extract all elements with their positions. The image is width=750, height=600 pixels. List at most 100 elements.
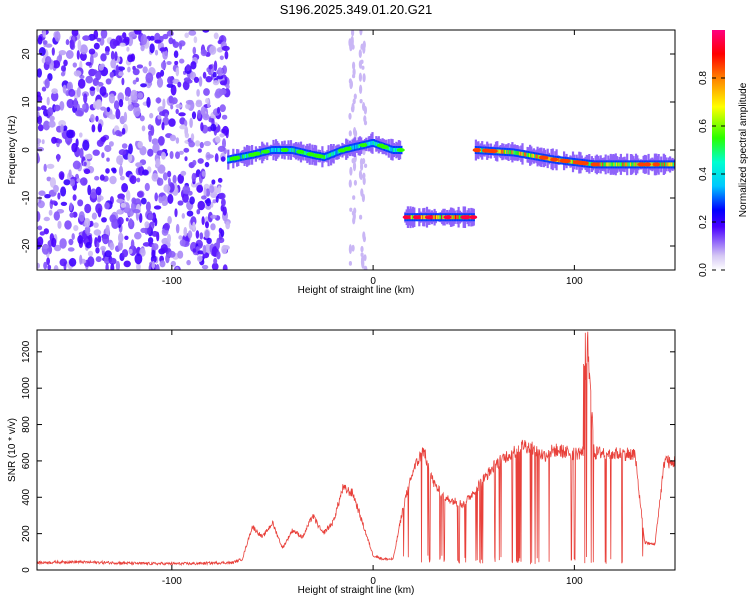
noise-speckle: [150, 125, 155, 136]
noise-speckle: [139, 146, 147, 156]
ridge-peak: [562, 159, 571, 164]
noise-speckle: [97, 235, 102, 243]
ridge-core: [662, 162, 665, 167]
noise-speckle: [171, 97, 178, 105]
noise-speckle: [203, 187, 207, 198]
noise-speckle: [154, 192, 158, 202]
noise-speckle: [115, 35, 123, 46]
noise-speckle: [87, 184, 92, 196]
noise-speckle: [201, 170, 206, 177]
y-tick-label: -20: [21, 238, 32, 253]
ridge-core: [634, 162, 638, 167]
ridge-core: [327, 153, 330, 158]
noise-speckle: [104, 46, 110, 53]
ridge-core: [410, 215, 413, 220]
noise-speckle: [44, 194, 51, 199]
noise-speckle: [56, 153, 60, 162]
noise-speckle: [69, 178, 76, 187]
ridge-core: [330, 152, 333, 157]
noise-speckle: [106, 106, 111, 113]
noise-speckle: [154, 49, 159, 56]
noise-speckle: [44, 78, 50, 89]
colorbar: 0.0 0.2 0.4 0.6 0.8 Normalized spectral ampl…: [698, 30, 749, 277]
noise-speckle: [156, 177, 164, 186]
noise-speckle: [37, 111, 40, 118]
noise-speckle: [360, 245, 364, 253]
noise-speckle: [51, 237, 57, 248]
noise-speckle: [76, 50, 80, 60]
ridge-peak: [578, 161, 587, 165]
noise-speckle: [191, 111, 197, 120]
noise-speckle: [37, 138, 42, 144]
ridge-peak: [538, 155, 547, 160]
ridge-core: [325, 154, 328, 159]
noise-speckle: [93, 30, 99, 40]
ridge-core: [322, 154, 325, 159]
noise-speckle: [41, 139, 45, 145]
noise-speckle: [149, 35, 155, 41]
noise-speckle: [121, 77, 125, 86]
noise-speckle: [37, 68, 42, 78]
noise-speckle: [59, 238, 67, 249]
ridge-core: [436, 215, 439, 220]
ridge-core: [247, 153, 250, 158]
noise-speckle: [148, 213, 154, 221]
noise-speckle: [205, 98, 210, 104]
ridge-core: [610, 162, 614, 167]
noise-speckle: [224, 50, 229, 60]
noise-speckle: [225, 84, 230, 90]
noise-speckle: [225, 221, 231, 230]
ridge-peak: [652, 162, 661, 167]
noise-speckle: [166, 61, 172, 65]
noise-speckle: [220, 156, 226, 162]
noise-speckle: [216, 106, 221, 114]
ridge-core: [439, 215, 442, 220]
noise-speckle: [175, 67, 180, 77]
noise-speckle: [105, 262, 109, 270]
noise-speckle: [115, 108, 121, 120]
noise-speckle: [37, 36, 43, 45]
ridge-core: [422, 215, 425, 220]
noise-speckle: [84, 153, 93, 160]
ridge-core: [549, 156, 552, 161]
noise-speckle: [110, 59, 117, 69]
ridge-core: [603, 162, 606, 167]
noise-speckle: [168, 250, 176, 258]
colorbar-tick-label: 0.6: [698, 119, 709, 133]
noise-speckle: [205, 188, 211, 197]
noise-speckle: [172, 174, 177, 184]
noise-speckle: [61, 65, 66, 72]
noise-speckle: [110, 50, 115, 61]
noise-speckle: [167, 216, 172, 225]
noise-speckle: [178, 112, 186, 117]
noise-speckle: [63, 59, 68, 67]
noise-speckle: [205, 204, 212, 210]
noise-speckle: [136, 191, 144, 198]
noise-speckle: [154, 39, 162, 44]
noise-speckle: [360, 45, 364, 50]
ridge-core: [367, 141, 370, 146]
noise-speckle: [38, 196, 42, 204]
noise-speckle: [120, 175, 125, 181]
noise-speckle: [183, 119, 188, 127]
noise-speckle: [37, 124, 44, 132]
noise-speckle: [151, 230, 159, 237]
colorbar-gradient: [712, 30, 725, 270]
ridge-core: [372, 141, 375, 145]
noise-speckle: [154, 217, 158, 227]
noise-speckle: [68, 238, 74, 246]
noise-speckle: [177, 200, 184, 206]
ridge-core: [303, 150, 306, 155]
noise-speckle: [134, 30, 142, 35]
noise-speckle: [212, 199, 217, 204]
noise-speckle: [202, 113, 210, 121]
colorbar-tick-label: 0.8: [698, 71, 709, 85]
noise-speckle: [167, 233, 171, 244]
y-tick-label: 1000: [21, 377, 32, 400]
noise-speckle: [60, 186, 67, 197]
ridge-core: [529, 153, 532, 158]
ridge-core: [518, 151, 522, 156]
noise-speckle: [46, 176, 52, 182]
noise-speckle: [209, 185, 215, 193]
noise-speckle: [125, 217, 129, 222]
